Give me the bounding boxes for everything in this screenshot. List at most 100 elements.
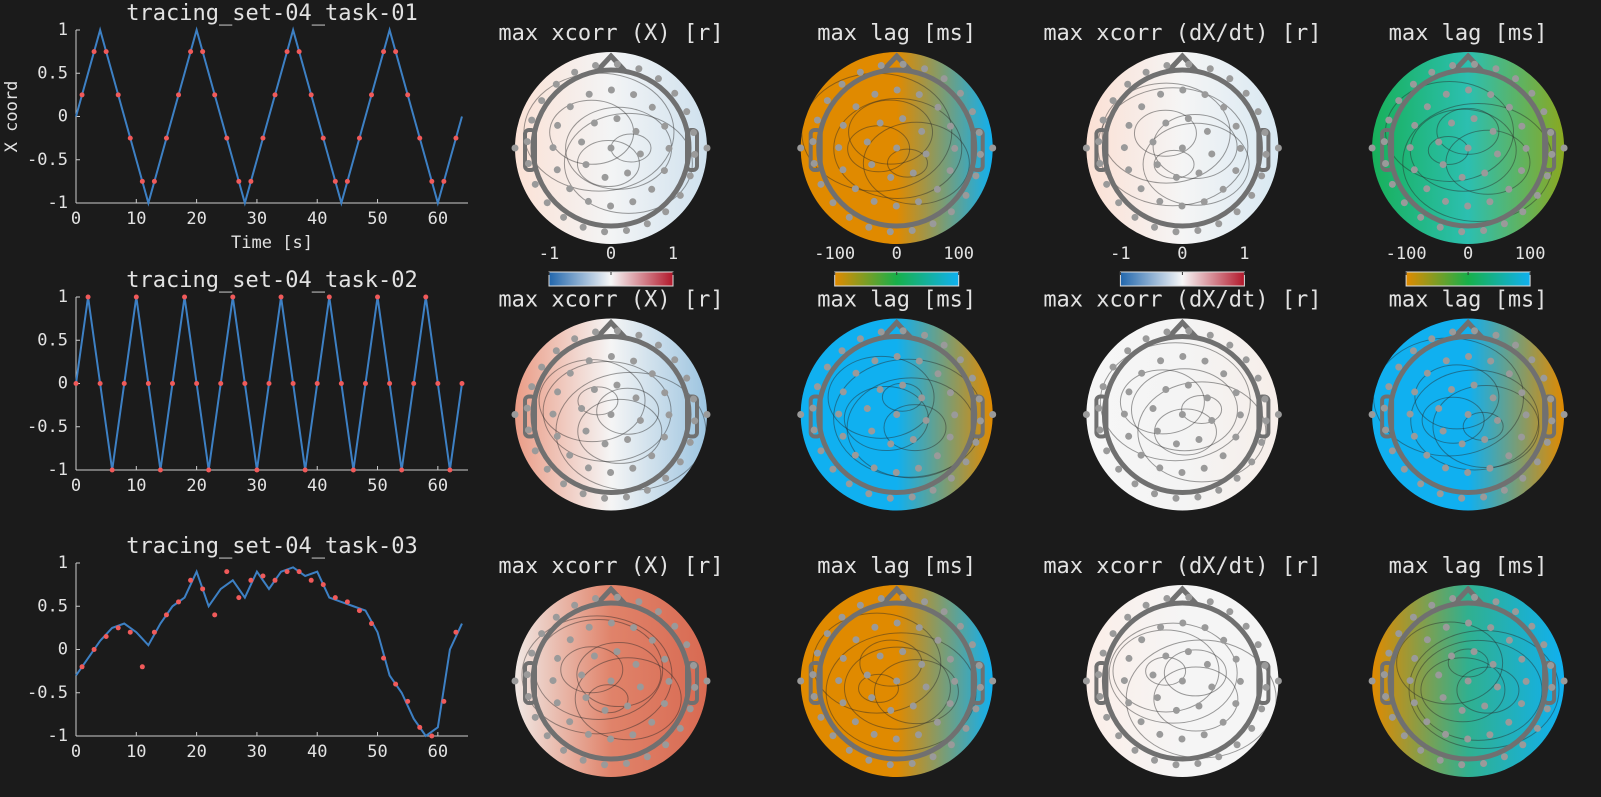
target-point [381, 49, 387, 55]
electrode [1423, 185, 1431, 193]
electrode [1512, 341, 1520, 349]
electrode [523, 138, 531, 146]
contour [1108, 622, 1238, 724]
electrode [1096, 426, 1104, 434]
electrode [1382, 692, 1390, 700]
target-point [393, 681, 399, 687]
electrode [852, 369, 860, 377]
electrode [554, 121, 562, 129]
electrode [1178, 735, 1186, 743]
electrode [566, 369, 574, 377]
electrode [571, 601, 579, 609]
electrode [976, 683, 984, 691]
electrode [654, 75, 662, 83]
electrode [1385, 383, 1393, 391]
electrode [1388, 447, 1396, 455]
electrode [1200, 731, 1208, 739]
contour [1420, 657, 1506, 723]
electrode [654, 608, 662, 616]
target-point [320, 582, 326, 588]
target-point [248, 577, 254, 583]
electrode [1480, 227, 1488, 235]
electrode [1220, 103, 1228, 111]
target-point [260, 135, 266, 141]
x-tick-label: 50 [367, 742, 387, 762]
electrode [946, 167, 954, 175]
target-point [145, 381, 151, 386]
electrode [856, 335, 864, 343]
contour [521, 615, 673, 735]
electrode [579, 223, 587, 231]
electrode [1458, 173, 1466, 181]
electrode [1380, 671, 1388, 679]
electrode [918, 127, 926, 135]
contour [1436, 107, 1500, 155]
electrode [1124, 80, 1132, 88]
electrode [951, 411, 959, 419]
electrode [899, 60, 907, 68]
contour [1456, 666, 1520, 714]
electrode [877, 328, 885, 336]
electrode [962, 191, 970, 199]
electrode [921, 331, 929, 339]
electrode [1120, 144, 1128, 152]
electrode [1125, 166, 1133, 174]
electrode [1262, 417, 1270, 425]
target-point [236, 178, 242, 184]
electrode [1548, 150, 1556, 158]
electrode [1258, 172, 1266, 180]
electrode [1120, 410, 1128, 418]
electrode [543, 199, 551, 207]
electrode [690, 395, 698, 403]
electrode [1157, 90, 1165, 98]
electrode [1547, 395, 1555, 403]
electrode [893, 144, 901, 152]
electrode [1261, 662, 1269, 670]
electrode [1543, 705, 1551, 713]
electrode [1131, 480, 1139, 488]
electrode [1096, 159, 1104, 167]
electrode [909, 436, 917, 444]
electrode [1435, 405, 1443, 413]
contour [574, 657, 682, 741]
electrode [1492, 331, 1500, 339]
contour [577, 386, 619, 416]
electrode [543, 465, 551, 473]
electrode [1219, 185, 1227, 193]
electrode [887, 173, 895, 181]
electrode [601, 494, 609, 502]
electrode [662, 208, 670, 216]
electrode [523, 671, 531, 679]
electrode [1436, 490, 1444, 498]
electrode [566, 103, 574, 111]
electrode [1178, 202, 1186, 210]
electrode [571, 335, 579, 343]
y-tick-label: 0 [58, 107, 68, 127]
electrode [1409, 613, 1417, 621]
electrode [578, 138, 586, 146]
electrode [1486, 464, 1494, 472]
electrode [1153, 161, 1161, 169]
contour [577, 398, 663, 464]
electrode [622, 493, 630, 501]
electrode [870, 197, 878, 205]
electrode [1115, 732, 1123, 740]
electrode [1458, 706, 1466, 714]
electrode [630, 624, 638, 632]
electrode [1137, 451, 1145, 459]
target-point [290, 381, 296, 386]
electrode [1226, 75, 1234, 83]
electrode [1248, 458, 1256, 466]
electrode [1428, 68, 1436, 76]
electrode [1185, 327, 1193, 335]
electrode [601, 706, 609, 714]
electrode [1411, 654, 1419, 662]
electrode [1258, 705, 1266, 713]
electrode [1492, 598, 1500, 606]
electrode [1400, 199, 1408, 207]
electrode [511, 411, 519, 418]
electrode [648, 636, 656, 644]
electrode [1533, 458, 1541, 466]
electrode [1470, 648, 1478, 656]
electrode [1233, 474, 1241, 482]
